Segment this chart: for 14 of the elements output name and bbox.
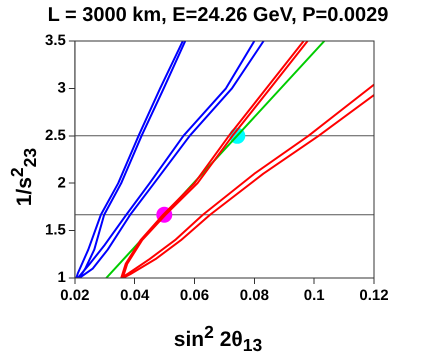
x-tick-label: 0.12: [359, 287, 389, 304]
chart-title: L = 3000 km, E=24.26 GeV, P=0.0029: [46, 4, 390, 27]
x-tick-label: 0.02: [60, 287, 90, 304]
x-tick-label: 0.1: [304, 287, 325, 304]
y-tick-label: 2: [58, 174, 66, 192]
x-tick-label: 0.08: [240, 287, 269, 304]
y-tick-label: 3.5: [44, 32, 66, 50]
x-axis-title: sin$^{2}$ 2θ$_{13}$: [172, 322, 264, 356]
y-tick-label: 1: [58, 269, 66, 286]
y-tick-label: 2.5: [44, 126, 66, 144]
y-tick-label: 1.5: [44, 222, 66, 239]
y-tick-label: 3: [58, 80, 66, 97]
x-tick-label: 0.06: [180, 287, 210, 304]
x-tick-label: 0.04: [120, 287, 150, 304]
